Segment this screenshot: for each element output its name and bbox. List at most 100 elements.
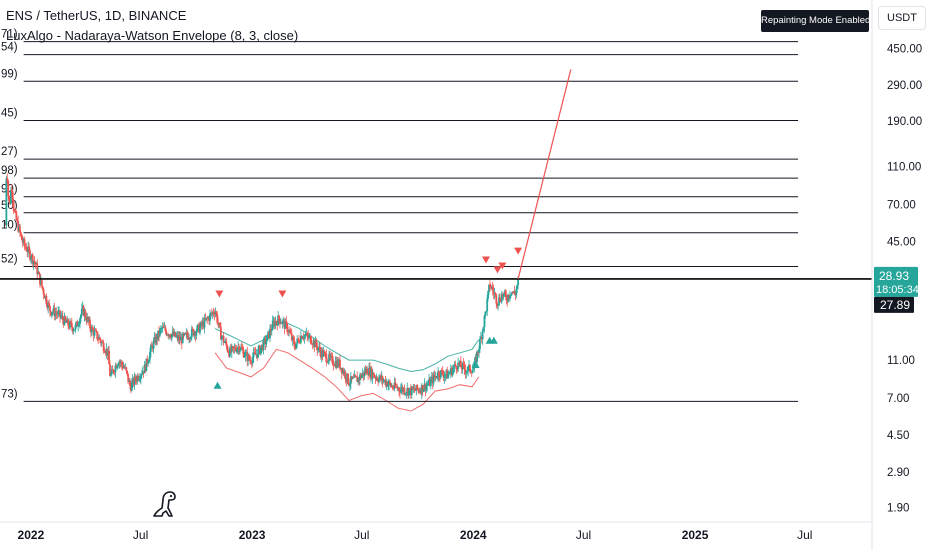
candle-body	[29, 250, 31, 260]
candle-body	[430, 376, 433, 380]
candle-body	[510, 292, 513, 295]
candle-body	[58, 310, 60, 312]
candle-body	[464, 369, 467, 374]
candle-body	[294, 347, 297, 349]
candle-body	[444, 374, 447, 376]
candle-body	[65, 320, 68, 323]
candle-body	[393, 382, 396, 389]
buy-signal-marker	[213, 381, 222, 389]
candle-body	[68, 325, 70, 328]
candle-body	[134, 376, 137, 381]
candle-body	[125, 367, 128, 372]
candle-body	[50, 311, 52, 315]
candle-body	[342, 369, 345, 375]
candle-body	[517, 278, 520, 286]
candle-body	[222, 335, 225, 343]
candle-body	[423, 383, 426, 390]
candle-body	[74, 325, 77, 330]
indicator-legend[interactable]: LuxAlgo - Nadaraya-Watson Envelope (8, 3…	[6, 28, 299, 43]
candle-body	[19, 226, 21, 233]
candle-body	[468, 364, 470, 367]
candle-body	[291, 337, 294, 341]
sell-signal-marker	[514, 247, 523, 255]
candle-body	[257, 349, 260, 358]
candle-body	[455, 365, 458, 369]
candle-body	[145, 358, 148, 372]
candle-body	[382, 380, 385, 382]
candle-body	[137, 375, 140, 380]
candle-body	[442, 374, 445, 378]
time-tick-label: Jul	[354, 528, 369, 542]
candle-body	[49, 305, 51, 312]
candle-body	[472, 367, 475, 370]
candle-body	[72, 330, 75, 332]
candle-body	[487, 291, 490, 299]
candle-body	[329, 356, 332, 358]
candle-body	[466, 370, 469, 372]
candle-body	[421, 385, 424, 392]
candle-body	[66, 319, 69, 323]
candle-body	[327, 361, 330, 363]
candle-body	[348, 383, 350, 386]
candle-body	[432, 374, 435, 384]
candle-body	[31, 254, 34, 264]
candle-body	[168, 334, 170, 336]
candle-body	[402, 388, 405, 392]
time-axis[interactable]: 2022 Jul 2023 Jul 2024 Jul 2025 Jul	[0, 521, 872, 542]
candle-body	[273, 320, 276, 327]
candle-body	[267, 331, 270, 335]
dinosaur-logo-icon[interactable]	[150, 486, 180, 520]
candle-body	[220, 336, 223, 340]
candle-body	[83, 311, 86, 316]
candle-body	[138, 378, 140, 380]
candle-body	[420, 385, 423, 394]
candle-body	[18, 226, 20, 232]
candle-body	[154, 337, 157, 344]
candle-body	[433, 374, 436, 378]
candle-body	[17, 221, 20, 232]
candle-body	[513, 291, 516, 295]
candle-body	[77, 325, 80, 327]
candle-body	[378, 378, 380, 382]
candle-body	[408, 389, 410, 396]
fib-label: 1 (120.27)	[0, 146, 18, 158]
candle-body	[247, 354, 250, 362]
candle-body	[266, 334, 269, 341]
candle-body	[374, 376, 377, 379]
candle-body	[109, 374, 112, 376]
candle-body	[509, 294, 512, 296]
candle-body	[42, 289, 45, 295]
candle-body	[126, 371, 129, 374]
candle-body	[206, 317, 209, 319]
candle-body	[148, 359, 150, 362]
candle-body	[5, 178, 8, 225]
price-axis[interactable]: 700.00450.00290.00190.00110.0070.0045.00…	[871, 0, 922, 550]
candle-body	[188, 338, 190, 340]
candle-body	[161, 326, 164, 328]
candle-body	[306, 333, 309, 336]
fib-label: 0.382 (50.10)	[0, 220, 18, 232]
candle-body	[502, 293, 505, 297]
candle-body	[234, 347, 237, 351]
candle-body	[293, 341, 296, 348]
candle-body	[209, 314, 211, 321]
candle-body	[476, 351, 479, 362]
candle-body	[104, 352, 107, 354]
candle-body	[492, 290, 495, 294]
candle-body	[496, 303, 499, 306]
candle-body	[456, 368, 459, 370]
candle-body	[237, 346, 240, 349]
candle-body	[176, 334, 179, 336]
candle-body	[139, 378, 141, 380]
candle-body	[244, 352, 247, 356]
candle-body	[504, 291, 507, 295]
candle-body	[67, 319, 70, 326]
currency-button[interactable]: USDT	[878, 6, 926, 30]
candle-body	[198, 324, 200, 333]
candle-body	[136, 375, 139, 382]
candle-body	[372, 372, 375, 377]
candle-body	[405, 392, 408, 394]
candle-body	[388, 381, 390, 385]
candle-body	[226, 345, 229, 351]
